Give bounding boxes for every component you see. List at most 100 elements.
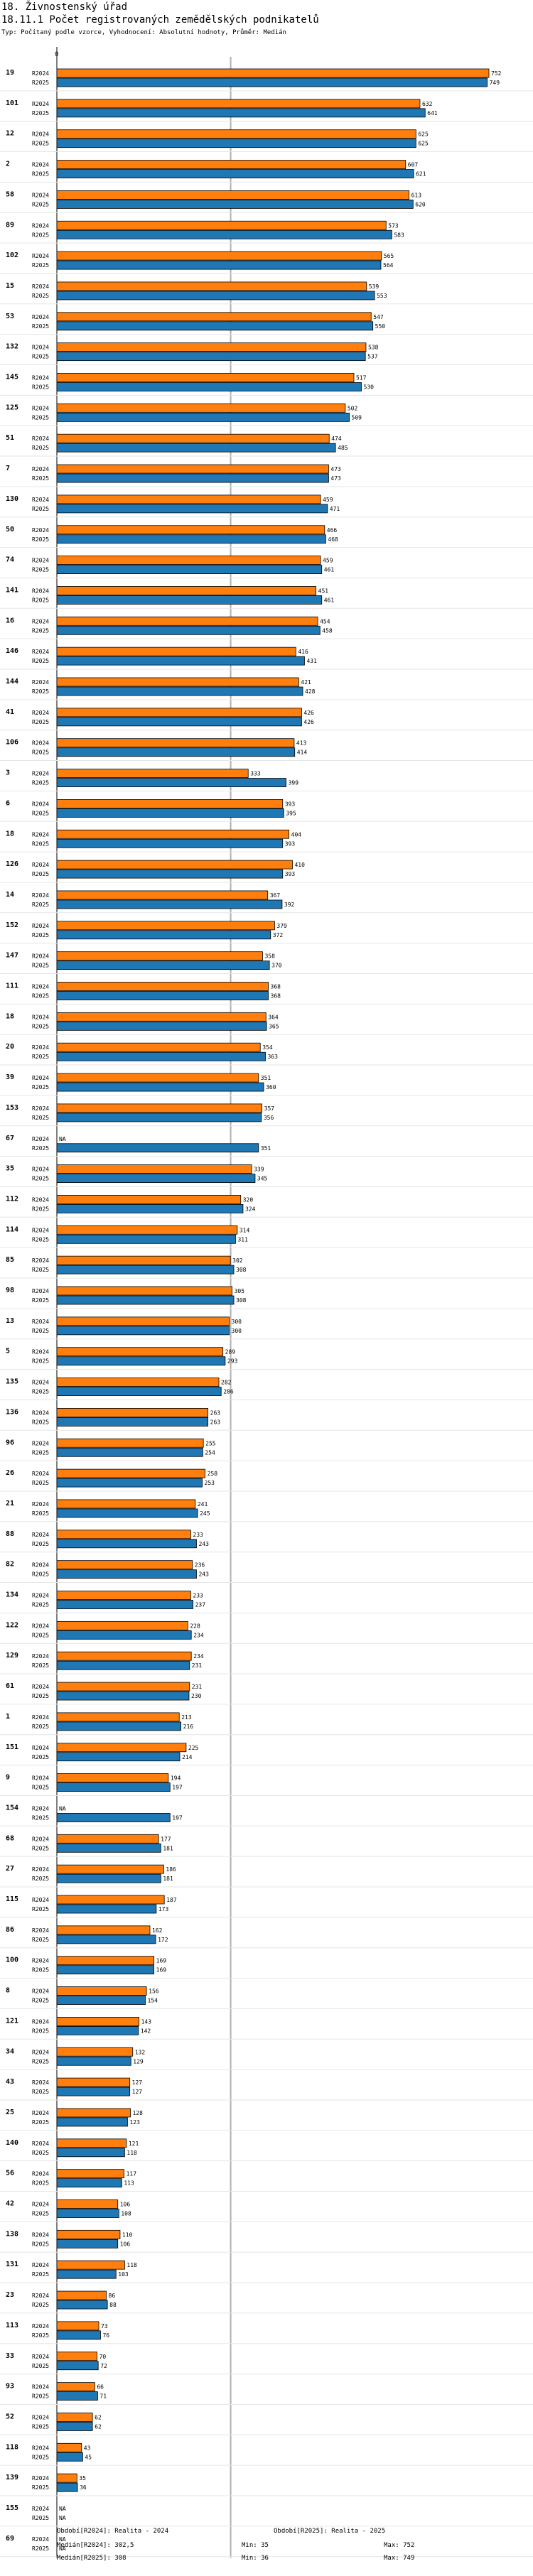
data-label: 230: [191, 1693, 202, 1699]
category-label: 154: [6, 1804, 18, 1812]
series-label: R2024: [32, 70, 49, 77]
series-label: R2025: [32, 1236, 49, 1243]
series-label: R2024: [32, 222, 49, 229]
series-label: R2025: [32, 1876, 49, 1882]
bar-r2024: [56, 190, 410, 200]
data-label: 621: [416, 171, 426, 178]
data-label: 413: [296, 740, 307, 747]
bar-r2024: [56, 1591, 191, 1600]
series-label: R2024: [32, 1988, 49, 1995]
series-label: R2025: [32, 1145, 49, 1152]
data-label: 35: [79, 2475, 86, 2482]
series-label: R2024: [32, 2506, 49, 2512]
series-label: R2024: [32, 801, 49, 807]
footer-min-2024: Min: 35: [242, 2542, 269, 2549]
bar-r2025: [56, 747, 296, 757]
bar-r2024: [56, 1895, 165, 1905]
series-label: R2025: [32, 2332, 49, 2339]
series-label: R2025: [32, 688, 49, 695]
category-label: 136: [6, 1408, 18, 1416]
data-label: 539: [369, 283, 379, 290]
category-label: 147: [6, 952, 18, 960]
category-label: 16: [6, 617, 14, 624]
bar-r2025: [56, 412, 350, 422]
series-label: R2025: [32, 2089, 49, 2095]
series-label: R2024: [32, 1805, 49, 1812]
series-label: R2025: [32, 2393, 49, 2400]
bar-r2024: [56, 2290, 107, 2300]
data-label: 573: [388, 222, 399, 229]
data-label: 459: [323, 558, 333, 564]
category-label: 98: [6, 1287, 14, 1294]
series-label: R2024: [32, 923, 49, 929]
series-label: R2025: [32, 2028, 49, 2034]
series-label: R2024: [32, 1136, 49, 1142]
category-label: 68: [6, 1834, 14, 1842]
bar-r2025: [56, 930, 271, 940]
bar-r2024: [56, 251, 382, 261]
series-label: R2025: [32, 2150, 49, 2156]
bar-r2024: [56, 1712, 180, 1722]
series-label: R2024: [32, 314, 49, 320]
category-label: 74: [6, 556, 14, 564]
footer-period-2024: Období[R2024]: Realita - 2024: [57, 2528, 169, 2535]
category-label: 125: [6, 404, 18, 411]
category-label: 144: [6, 678, 18, 686]
bar-r2024: [56, 2382, 95, 2392]
data-label: 118: [126, 2262, 137, 2268]
data-label: 162: [152, 1927, 163, 1934]
category-label: 102: [6, 251, 18, 259]
data-label: 43: [84, 2445, 91, 2451]
data-label: 300: [232, 1328, 242, 1334]
footer-period-2025: Období[R2025]: Realita - 2025: [274, 2528, 386, 2535]
bar-r2024: [56, 403, 346, 413]
series-label: R2024: [32, 2384, 49, 2391]
data-label: NA: [59, 1805, 66, 1812]
category-label: 112: [6, 1195, 18, 1203]
series-label: R2025: [32, 1693, 49, 1699]
bar-r2024: [56, 890, 269, 900]
data-label: 461: [324, 567, 335, 573]
category-label: 121: [6, 2017, 18, 2025]
series-label: R2025: [32, 262, 49, 269]
bar-r2024: [56, 1255, 231, 1265]
series-label: R2025: [32, 1602, 49, 1608]
bar-r2025: [56, 717, 302, 727]
bar-r2024: [56, 1682, 190, 1692]
series-label: R2024: [32, 679, 49, 686]
series-label: R2024: [32, 2414, 49, 2420]
data-label: 231: [192, 1684, 203, 1690]
data-label: 70: [99, 2354, 107, 2360]
category-label: 52: [6, 2413, 14, 2420]
series-label: R2024: [32, 831, 49, 838]
bar-r2025: [56, 352, 366, 362]
bar-r2024: [56, 708, 302, 718]
category-label: 135: [6, 1378, 18, 1386]
bar-r2025: [56, 2300, 108, 2310]
series-label: R2024: [32, 1958, 49, 1964]
series-label: R2024: [32, 1653, 49, 1660]
series-label: R2024: [32, 1623, 49, 1629]
series-label: R2025: [32, 80, 49, 86]
chart-subtitle: Typ: Počítaný podle vzorce, Vyhodnocení:…: [1, 29, 286, 36]
bar-r2024: [56, 1956, 155, 1966]
category-label: 13: [6, 1317, 14, 1325]
category-label: 14: [6, 891, 14, 899]
data-label: 197: [172, 1785, 183, 1791]
series-label: R2024: [32, 2141, 49, 2147]
category-label: 51: [6, 434, 14, 442]
category-label: 56: [6, 2170, 14, 2177]
data-label: 357: [264, 1105, 275, 1112]
bar-r2024: [56, 951, 263, 961]
series-label: R2024: [32, 497, 49, 503]
bar-r2024: [56, 1499, 196, 1509]
bar-r2024: [56, 1378, 220, 1387]
data-label: 461: [324, 597, 335, 603]
category-label: 141: [6, 586, 18, 594]
series-label: R2025: [32, 1023, 49, 1029]
series-label: R2025: [32, 840, 49, 847]
data-label: 263: [210, 1419, 221, 1425]
footer-median-2025: Medián[R2025]: 308: [57, 2555, 126, 2562]
bar-r2025: [56, 1326, 230, 1336]
series-label: R2025: [32, 2058, 49, 2064]
